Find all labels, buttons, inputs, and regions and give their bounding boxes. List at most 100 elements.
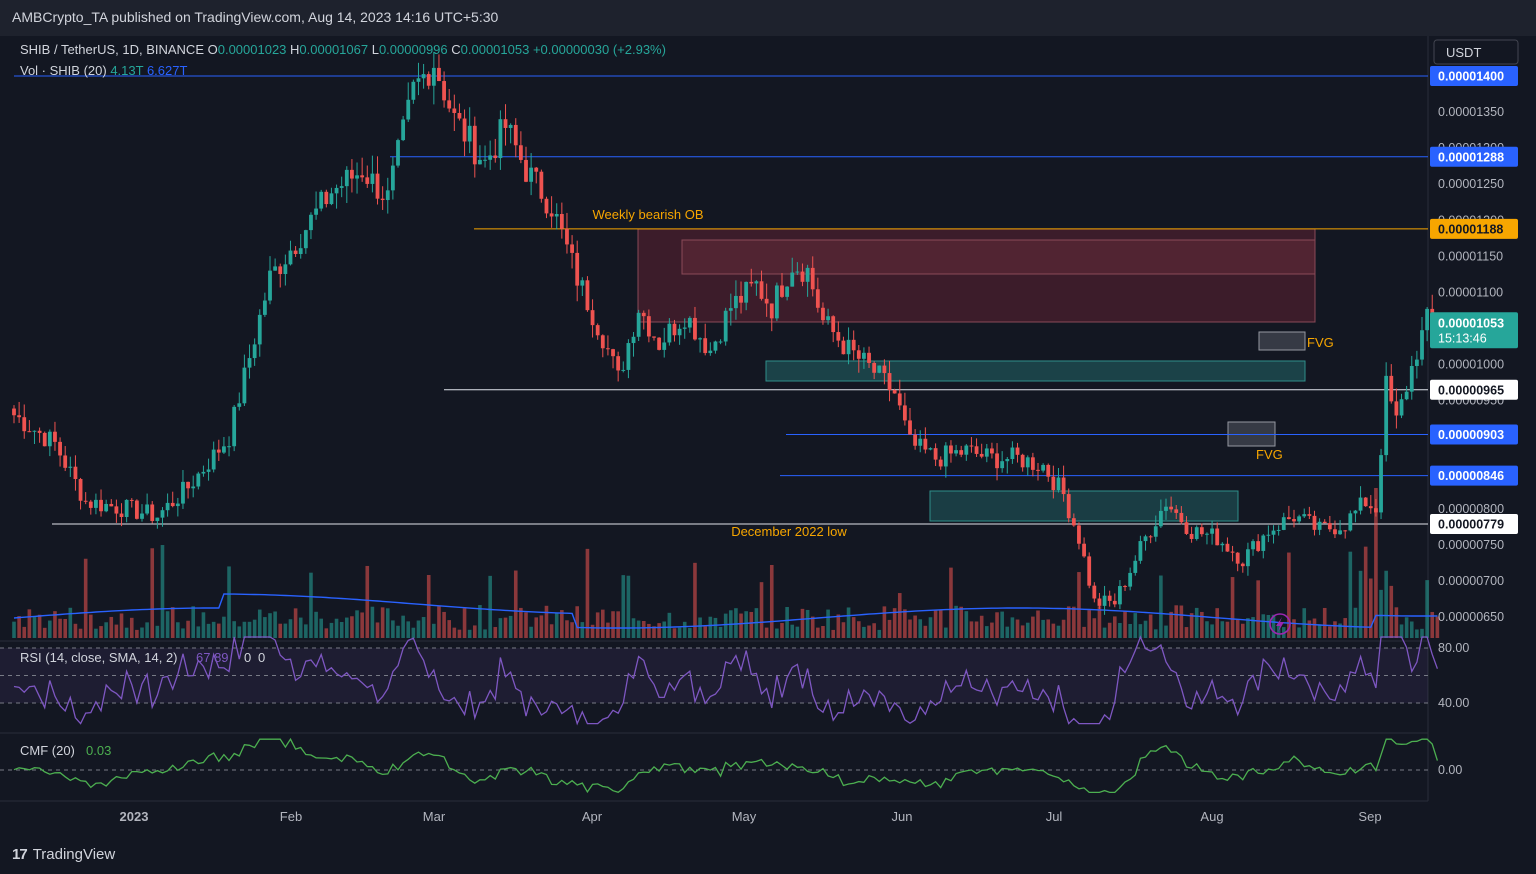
candle-body bbox=[959, 450, 964, 455]
volume-bar bbox=[232, 621, 236, 638]
candle-body bbox=[329, 193, 334, 205]
rsi-line bbox=[13, 635, 1439, 726]
volume-bar bbox=[73, 623, 78, 638]
candle-body bbox=[1087, 556, 1092, 586]
volume-bar bbox=[1297, 627, 1301, 638]
volume-bar bbox=[1036, 610, 1040, 638]
currency-button[interactable] bbox=[1433, 39, 1519, 65]
volume-bar bbox=[800, 608, 805, 638]
volume-bar bbox=[401, 615, 405, 638]
volume-bar bbox=[391, 620, 395, 638]
volume-bar bbox=[473, 625, 477, 638]
volume-bar bbox=[426, 575, 431, 638]
candle-body bbox=[1358, 497, 1363, 511]
volume-bar bbox=[826, 609, 830, 638]
candle-body bbox=[17, 415, 22, 418]
candle-body bbox=[672, 323, 677, 336]
volume-bar bbox=[1343, 618, 1347, 638]
candle-body bbox=[37, 430, 42, 433]
volume-bar bbox=[375, 622, 380, 638]
volume-bar bbox=[723, 613, 728, 638]
candle-body bbox=[498, 119, 503, 159]
volume-bar bbox=[42, 627, 47, 638]
candle-body bbox=[1174, 509, 1179, 513]
volume-bar bbox=[1041, 619, 1045, 638]
candle-body bbox=[447, 100, 452, 109]
volume-bar bbox=[1015, 619, 1020, 638]
candle-body bbox=[687, 317, 692, 328]
candle-body bbox=[954, 450, 958, 454]
price-level-label-5: 0.00000846 bbox=[1438, 469, 1504, 483]
candle-body bbox=[559, 213, 564, 229]
candle-body bbox=[63, 455, 68, 468]
volume-bar bbox=[324, 628, 329, 638]
volume-bar bbox=[237, 626, 242, 638]
candle-body bbox=[626, 343, 631, 370]
time-tick-label: Jul bbox=[1046, 809, 1063, 824]
volume-bar bbox=[923, 625, 928, 638]
volume-bar bbox=[416, 620, 421, 638]
volume-bar bbox=[759, 582, 764, 638]
candle-body bbox=[723, 310, 728, 342]
annotation-label-1: December 2022 low bbox=[731, 524, 847, 539]
candle-body bbox=[662, 342, 667, 350]
volume-bar bbox=[1000, 611, 1004, 638]
chart-area[interactable]: Weekly bearish OB December 2022 low FVG FVG… bbox=[0, 36, 1536, 838]
volume-bar bbox=[841, 622, 846, 638]
candle-body bbox=[416, 78, 421, 82]
candle-body bbox=[964, 445, 969, 455]
candle-body bbox=[129, 499, 134, 501]
candle-body bbox=[1092, 585, 1097, 599]
volume-bar bbox=[1205, 621, 1209, 638]
price-tick-label: 0.00001000 bbox=[1438, 358, 1504, 372]
candle-body bbox=[1051, 476, 1056, 491]
candle-body bbox=[390, 165, 395, 191]
volume-bar bbox=[549, 624, 554, 638]
candle-body bbox=[283, 264, 288, 275]
candle-body bbox=[1235, 552, 1240, 564]
candle-body bbox=[431, 67, 436, 86]
volume-bar bbox=[810, 616, 815, 638]
volume-bar bbox=[278, 623, 283, 638]
candle-body bbox=[585, 280, 590, 311]
candle-body bbox=[242, 367, 247, 404]
volume-bar bbox=[1087, 610, 1091, 638]
volume-bar bbox=[1102, 627, 1107, 638]
candle-body bbox=[1240, 563, 1245, 567]
volume-bar bbox=[677, 627, 682, 638]
candle-body bbox=[590, 310, 595, 326]
volume-bar bbox=[442, 611, 446, 638]
volume-bar bbox=[104, 622, 108, 638]
volume-bar bbox=[283, 623, 288, 638]
volume-bar bbox=[268, 613, 272, 638]
candle-body bbox=[1302, 514, 1307, 517]
volume-bar bbox=[667, 612, 672, 638]
candle-body bbox=[1199, 527, 1204, 535]
volume-bar bbox=[1020, 625, 1025, 638]
candle-body bbox=[1056, 477, 1061, 491]
volume-bar bbox=[606, 622, 610, 638]
volume-bar bbox=[513, 570, 518, 638]
time-tick-label: May bbox=[732, 809, 757, 824]
candle-body bbox=[739, 295, 743, 303]
candle-body bbox=[339, 186, 344, 188]
candle-body bbox=[836, 332, 841, 341]
volume-bar bbox=[493, 627, 498, 638]
volume-bar bbox=[1425, 580, 1429, 638]
volume-bar bbox=[933, 609, 938, 638]
tradingview-logo[interactable]: 17 TradingView bbox=[12, 846, 115, 863]
volume-bar bbox=[1230, 577, 1235, 638]
candle-body bbox=[1276, 529, 1281, 531]
volume-bar bbox=[339, 622, 344, 638]
volume-bar bbox=[524, 612, 528, 638]
ohlc-legend: SHIB / TetherUS, 1D, BINANCE O0.00001023… bbox=[20, 42, 666, 57]
volume-bar bbox=[160, 545, 165, 638]
candle-body bbox=[160, 510, 165, 518]
price-level-label-0: 0.00001400 bbox=[1438, 70, 1504, 84]
candle-body bbox=[990, 448, 994, 454]
volume-bar bbox=[882, 606, 887, 638]
candle-body bbox=[918, 438, 923, 446]
volume-bar bbox=[769, 564, 774, 638]
lightning-icon[interactable] bbox=[1269, 613, 1291, 635]
volume-bar bbox=[1225, 621, 1230, 638]
